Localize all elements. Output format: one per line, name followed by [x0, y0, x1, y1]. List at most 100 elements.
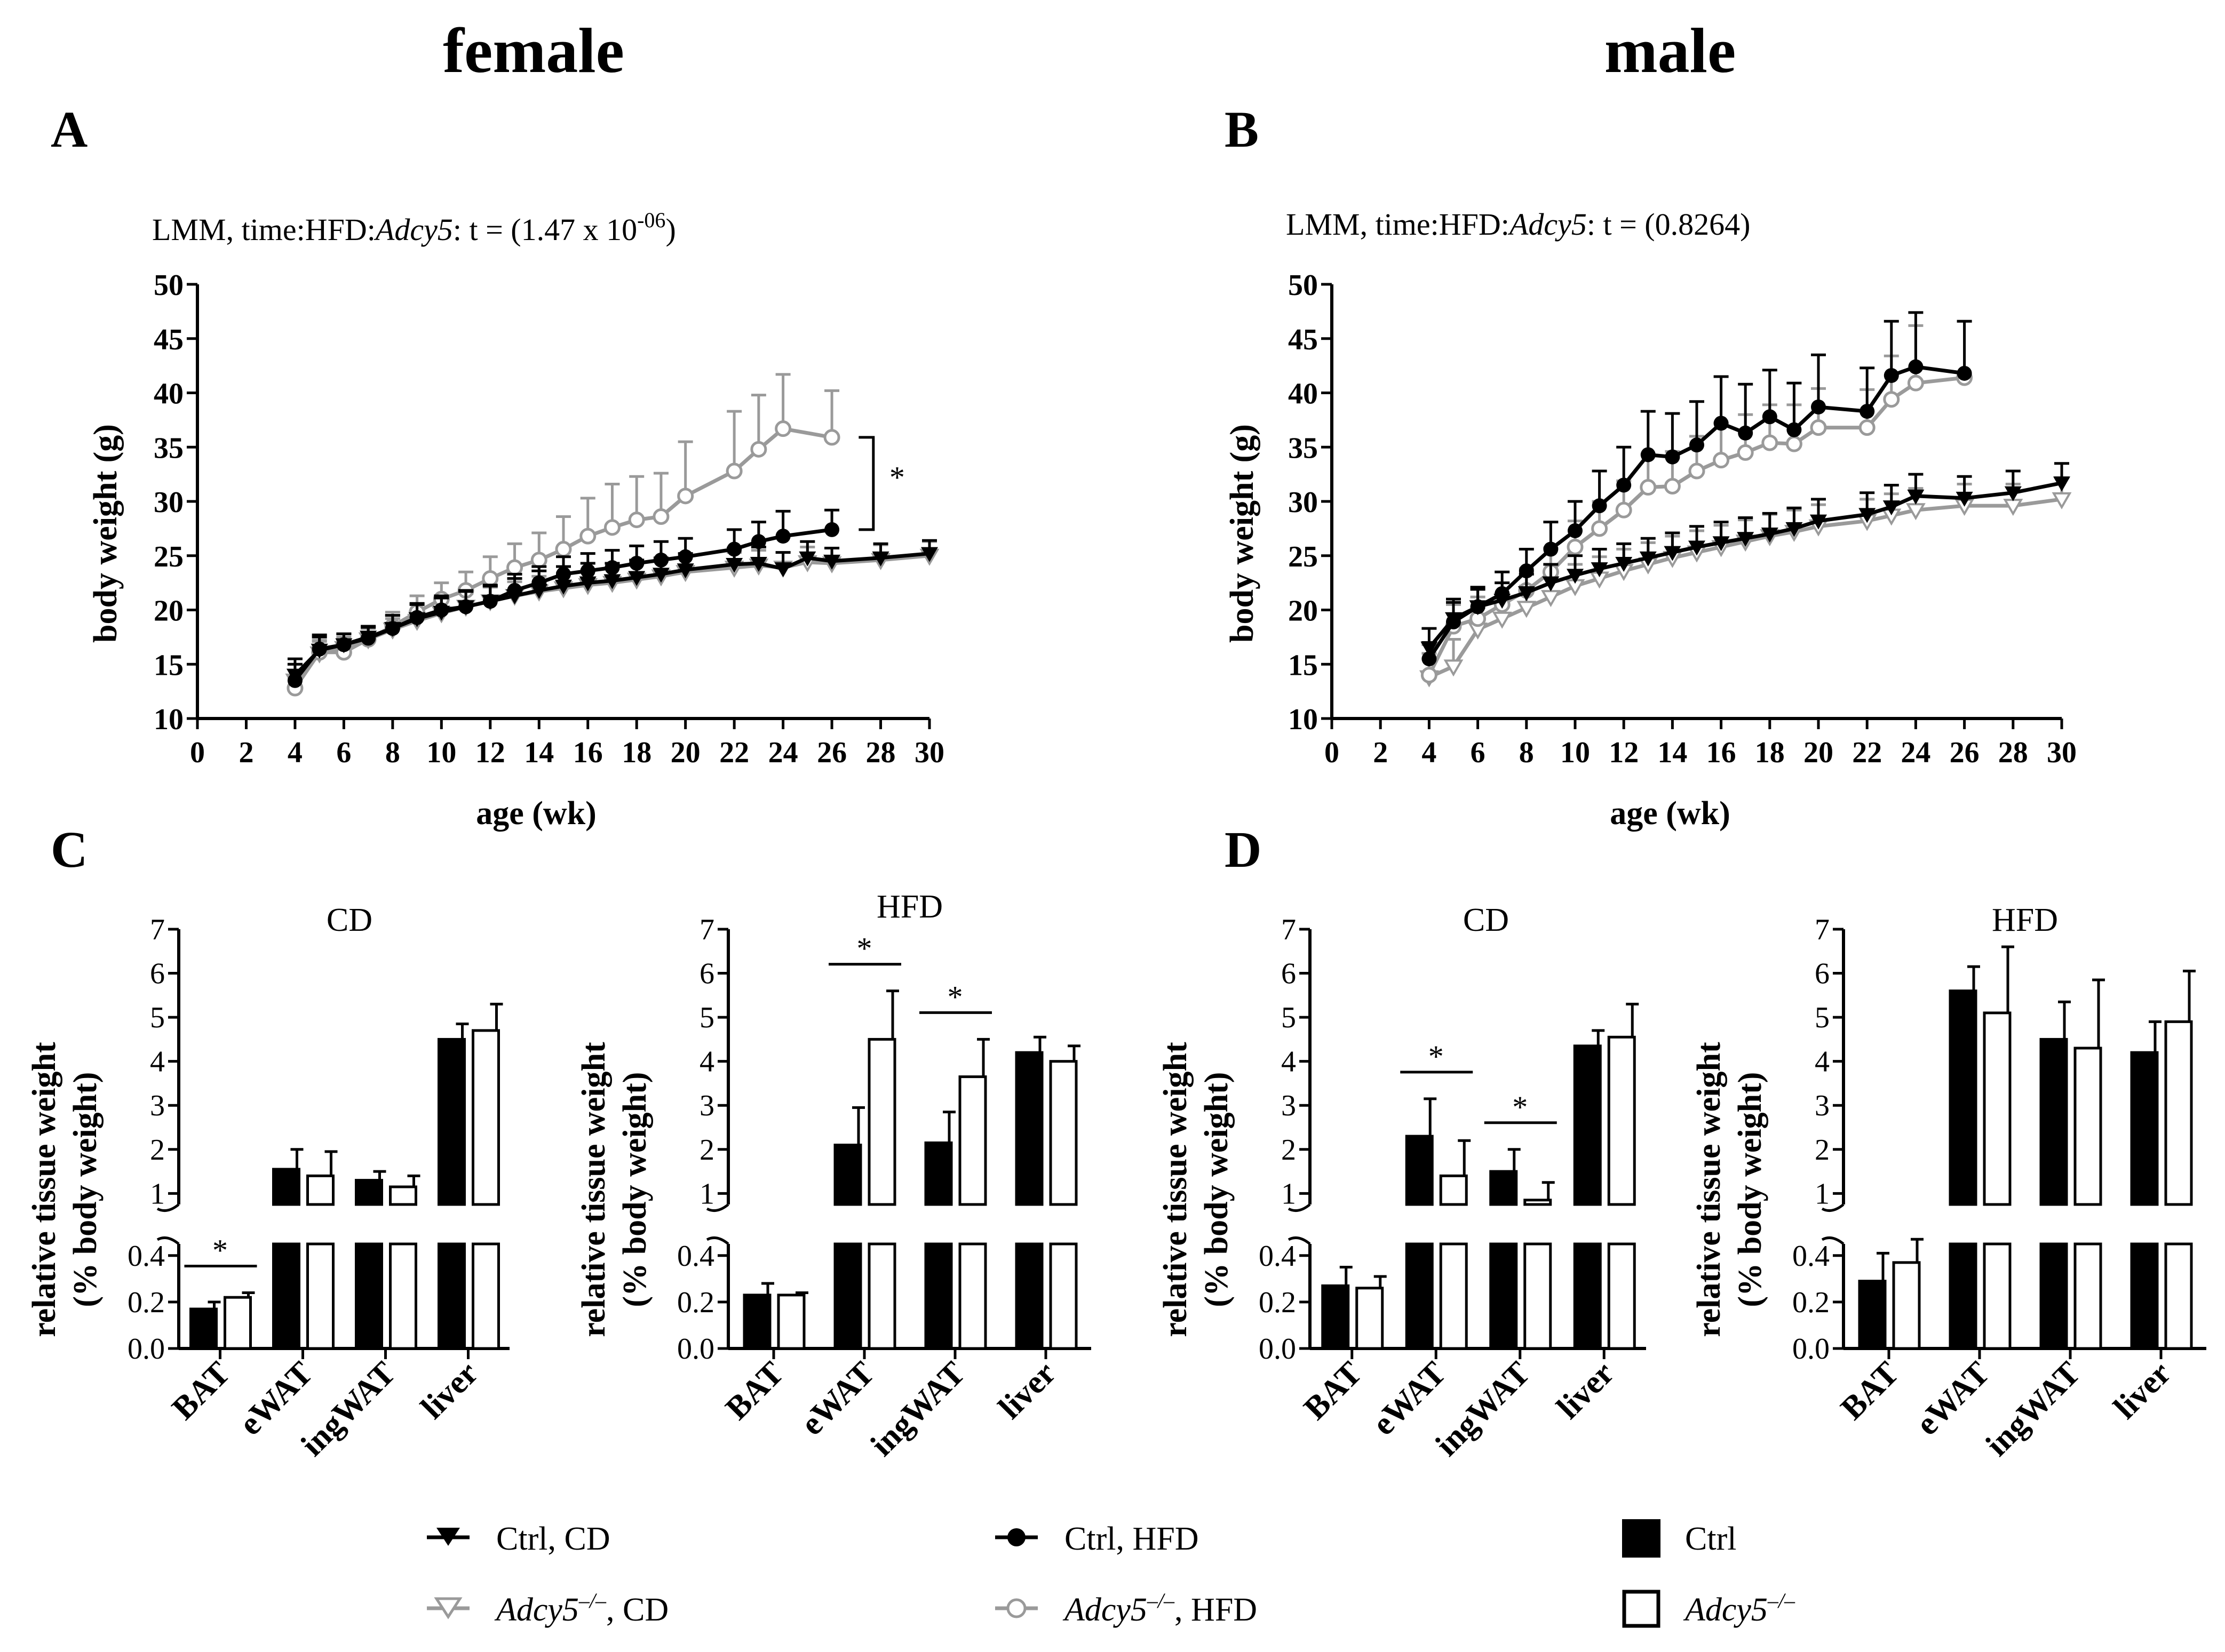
x-tick-label: 22: [719, 736, 749, 769]
data-point: [312, 641, 327, 657]
data-point: [603, 519, 621, 536]
bar: [868, 1242, 896, 1350]
stat-annotation-male: LMM, time:HFD:Adcy5: t = (0.8264): [1286, 207, 1750, 242]
data-point: [1568, 523, 1583, 538]
x-tick-label: 14: [524, 736, 554, 769]
category-label: BAT: [1834, 1355, 1906, 1427]
significance-star: *: [1428, 1039, 1444, 1074]
data-point: [580, 563, 595, 579]
bar: [958, 1075, 987, 1206]
data-point: [823, 429, 840, 446]
data-point: [628, 571, 646, 586]
data-point: [1738, 425, 1753, 441]
y-axis-label-female-hfd-line2: (% body weight): [617, 1072, 653, 1307]
y-tick-label: 7: [150, 913, 165, 946]
data-point: [555, 579, 572, 595]
category-label: BAT: [165, 1355, 237, 1427]
y-tick-label: 2: [150, 1134, 165, 1167]
data-point: [555, 541, 572, 558]
y-tick-label: 50: [154, 269, 184, 302]
data-point: [1640, 447, 1656, 462]
data-point: [482, 594, 498, 609]
data-point: [530, 552, 547, 569]
y-tick-label: 40: [154, 378, 184, 411]
legend-label-ctrl: Ctrl: [1685, 1521, 1736, 1557]
data-point: [1615, 556, 1633, 572]
data-point: [1542, 576, 1560, 592]
series-ctrl: [189, 1023, 469, 1350]
x-tick-label: 22: [1852, 736, 1882, 769]
bar-chart-title-male-cd: CD: [1463, 902, 1509, 938]
y-tick-label: 3: [1815, 1089, 1830, 1122]
series-adcy5: [1355, 1002, 1639, 1350]
bar: [1355, 1287, 1384, 1350]
data-point: [726, 462, 743, 480]
significance-marker: *: [1484, 1090, 1557, 1124]
triangle-down-open-icon: [434, 1597, 463, 1619]
data-point: [1591, 562, 1608, 578]
legend-label-ctrl-hfd: Ctrl, HFD: [1064, 1521, 1198, 1557]
bar: [472, 1242, 500, 1350]
data-point: [1664, 546, 1681, 561]
bar: [1439, 1174, 1468, 1206]
x-tick-label: 16: [573, 736, 603, 769]
bar: [1607, 1242, 1636, 1350]
data-point: [1858, 508, 1876, 523]
data-point: [1470, 599, 1485, 614]
x-tick-label: 2: [239, 736, 253, 769]
data-point: [1956, 491, 1973, 507]
y-tick-label: 10: [1288, 703, 1318, 736]
legend-item-ctrl-cd: Ctrl, CD: [427, 1521, 610, 1557]
data-point: [1907, 489, 1925, 505]
data-point: [1443, 659, 1464, 677]
y-tick-label: 30: [154, 486, 184, 519]
y-tick-label: 15: [154, 649, 184, 682]
x-tick-label: 6: [1471, 736, 1485, 769]
y-tick-label: 0.2: [1259, 1286, 1296, 1319]
y-tick-label: 3: [1281, 1089, 1296, 1122]
bar: [2073, 1242, 2102, 1350]
bar: [1049, 1242, 1078, 1350]
triangle-down-icon: [436, 1528, 460, 1546]
data-point: [1713, 452, 1730, 469]
data-point: [628, 512, 645, 529]
axis-break-mark: [706, 1236, 729, 1245]
bar: [924, 1141, 953, 1206]
data-point: [1615, 501, 1632, 518]
y-tick-label: 1: [700, 1177, 714, 1210]
data-point: [2053, 476, 2070, 492]
bar: [438, 1242, 466, 1350]
data-point: [1882, 500, 1900, 516]
title-male: male: [1604, 15, 1736, 86]
y-axis-label-male-hfd-line2: (% body weight): [1732, 1072, 1768, 1307]
x-tick-label: 24: [1901, 736, 1930, 769]
data-point: [1446, 614, 1461, 629]
y-tick-label: 5: [1281, 1001, 1296, 1034]
bar: [1983, 1242, 2012, 1350]
bar: [1015, 1242, 1044, 1350]
data-point: [1811, 399, 1826, 414]
panel-letter-a: A: [51, 101, 88, 158]
bar: [1405, 1135, 1434, 1206]
y-tick-label: 2: [1281, 1134, 1296, 1167]
data-point: [1567, 569, 1584, 584]
data-point: [750, 556, 767, 572]
y-tick-label: 45: [154, 323, 184, 356]
bar: [2164, 1020, 2193, 1206]
x-tick-label: 18: [1755, 736, 1785, 769]
bar: [1439, 1242, 1468, 1350]
x-axis-label-female: age (wk): [476, 795, 597, 832]
open-square-icon: [1622, 1590, 1660, 1628]
data-point: [1688, 462, 1705, 480]
data-point: [434, 602, 449, 618]
legend-label-ctrl-cd: Ctrl, CD: [496, 1521, 610, 1557]
bar: [1405, 1242, 1434, 1350]
significance-star: *: [948, 979, 963, 1014]
x-tick-label: 12: [475, 736, 505, 769]
bar: [743, 1294, 772, 1350]
category-label: BAT: [1297, 1355, 1369, 1427]
data-point: [677, 563, 694, 579]
data-point: [507, 582, 522, 598]
y-tick-label: 0.2: [677, 1286, 714, 1319]
